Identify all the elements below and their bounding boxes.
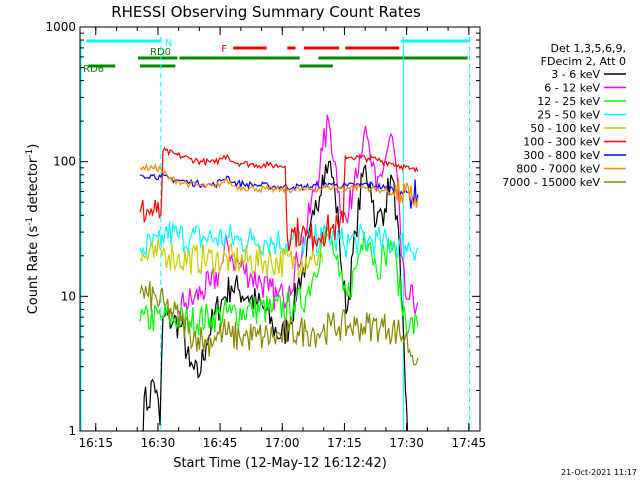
legend: Det 1,3,5,6,9, FDecim 2, Att 0 3 - 6 keV… <box>502 42 626 189</box>
flag-label-rd0: RD0 <box>150 47 171 58</box>
saa-dashed-lines <box>80 37 471 431</box>
x-tick-label: 17:00 <box>265 436 300 450</box>
series-line-7 <box>139 162 419 208</box>
x-tick-label: 16:30 <box>141 436 176 450</box>
series-line-1 <box>176 114 419 316</box>
series-line-4 <box>139 238 324 278</box>
series-line-5 <box>139 147 419 252</box>
x-tick-label: 16:15 <box>78 436 113 450</box>
flag-bars: N F RD0 RD6 <box>83 38 470 75</box>
y-tick-label: 1000 <box>45 20 76 34</box>
x-tick-label: 17:45 <box>452 436 487 450</box>
series-lines <box>139 114 419 432</box>
x-tick-label: 16:45 <box>203 436 238 450</box>
flag-label-f: F <box>221 44 227 55</box>
y-axis-label-mid: detector <box>26 157 41 217</box>
timestamp: 21-Oct-2021 11:17 <box>561 468 637 477</box>
y-tick-label: 10 <box>61 289 76 303</box>
legend-label: 25 - 50 keV <box>537 109 600 122</box>
chart-title: RHESSI Observing Summary Count Rates <box>111 3 421 21</box>
legend-header-line-2: FDecim 2, Att 0 <box>541 55 626 68</box>
legend-label: 800 - 7000 keV <box>516 163 600 176</box>
y-axis-label-sup2: -1 <box>25 149 35 158</box>
flag-label-n: N <box>165 38 172 49</box>
series-line-0 <box>141 160 409 432</box>
y-tick-label: 1 <box>68 424 76 438</box>
y-axis-label-end: ) <box>26 144 41 149</box>
x-tick-label: 17:15 <box>327 436 362 450</box>
plot-frame <box>79 26 481 432</box>
legend-label: 300 - 800 keV <box>523 149 600 162</box>
y-axis-label-sup1: -1 <box>25 217 35 226</box>
series-line-3 <box>139 221 419 261</box>
x-axis-label: Start Time (12-May-12 16:12:42) <box>173 456 387 471</box>
legend-label: 6 - 12 keV <box>544 82 600 95</box>
legend-label: 50 - 100 keV <box>530 122 600 135</box>
legend-label: 3 - 6 keV <box>551 68 600 81</box>
legend-label: 100 - 300 keV <box>523 136 600 149</box>
flag-label-rd6: RD6 <box>83 64 104 75</box>
y-axis-ticks: 1 10 100 1000 <box>45 20 480 438</box>
y-axis-label: Count Rate (s-1 detector-1) <box>25 144 41 315</box>
legend-label: 7000 - 15000 keV <box>502 176 600 189</box>
legend-header-line-1: Det 1,3,5,6,9, <box>550 42 626 55</box>
series-line-8 <box>139 281 419 366</box>
legend-label: 12 - 25 keV <box>537 95 600 108</box>
y-axis-label-main: Count Rate (s <box>26 226 41 315</box>
x-axis-ticks: 16:15 16:30 16:45 17:00 17:15 17:30 17:45 <box>78 27 486 450</box>
x-tick-label: 17:30 <box>389 436 424 450</box>
series-line-2 <box>139 226 419 337</box>
y-tick-label: 100 <box>53 155 76 169</box>
